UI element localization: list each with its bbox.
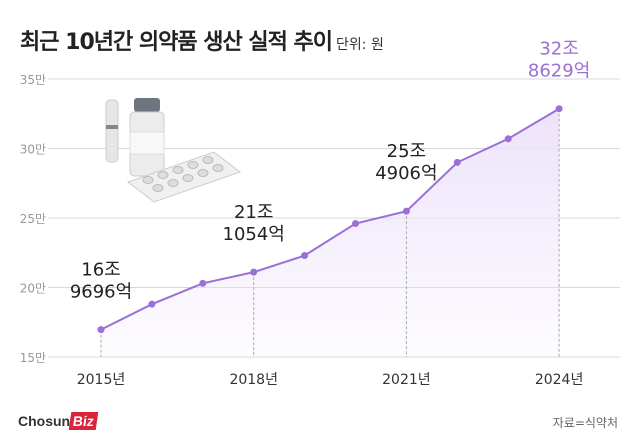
data-point [555, 105, 563, 113]
unit-label: 단위: 원 [336, 37, 384, 53]
data-label-line2: 8629억 [528, 61, 590, 82]
data-point [453, 158, 461, 166]
data-label-line2: 4906억 [375, 163, 437, 184]
data-label-line1: 21조 [234, 202, 273, 223]
data-point [97, 326, 105, 334]
source-label: 자료=식약처 [552, 416, 618, 430]
y-tick-label: 15만 [20, 351, 46, 365]
data-point [199, 279, 207, 287]
x-tick-label: 2015년 [77, 372, 126, 388]
data-point [301, 252, 309, 260]
chart-title: 최근 10년간 의약품 생산 실적 추이 단위: 원 [20, 24, 384, 56]
data-label-line2: 1054억 [223, 224, 285, 245]
data-label-line1: 32조 [539, 39, 578, 60]
data-point [352, 220, 359, 228]
data-point [402, 207, 410, 215]
medicine-illustration [105, 98, 242, 203]
y-tick-label: 35만 [20, 73, 46, 87]
x-tick-label: 2018년 [229, 372, 278, 388]
series-line [100, 107, 560, 331]
y-tick-label: 20만 [20, 282, 46, 296]
y-tick-label: 30만 [20, 143, 46, 157]
data-label-line1: 16조 [81, 260, 120, 281]
data-label-line2: 9696억 [70, 282, 132, 303]
data-label-line1: 25조 [387, 141, 426, 162]
area-fill [101, 108, 560, 357]
x-tick-label: 2021년 [382, 372, 431, 388]
data-point [504, 135, 512, 143]
chosunbiz-logo: Chosun Biz [18, 412, 99, 430]
x-tick-label: 2024년 [535, 372, 584, 388]
title-text: 최근 10년간 의약품 생산 실적 추이 [20, 30, 333, 55]
data-point [250, 268, 258, 276]
data-point [148, 300, 156, 308]
y-tick-label: 25만 [20, 212, 46, 226]
